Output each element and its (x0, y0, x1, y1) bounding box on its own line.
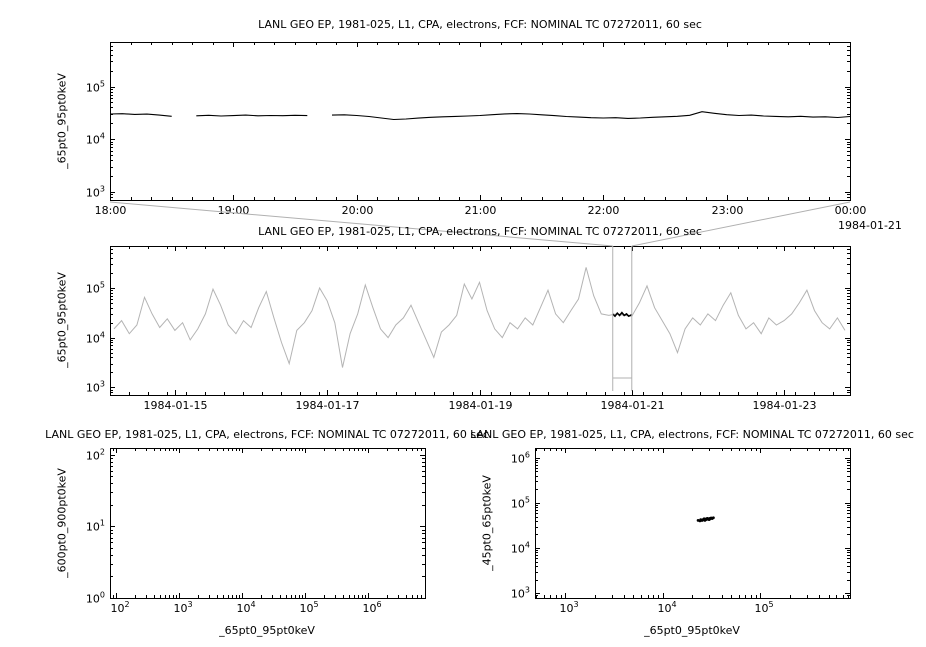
tick-label: 106 (363, 600, 382, 615)
y-axis-label-middle: _65pt0_95pt0keV (55, 272, 69, 368)
plot-frame (110, 42, 851, 201)
x-tick-label: 00:00 (835, 204, 867, 217)
scatter-point (708, 517, 711, 520)
x-tick-label: 1984-01-21 (601, 399, 665, 412)
context-connector-right (631, 201, 851, 247)
tick-label: 100 (86, 591, 105, 606)
scatter-point (696, 519, 700, 522)
y-axis-label-bottom-right: _45pt0_65pt0keV (480, 475, 494, 571)
tick-label: 106 (511, 451, 530, 466)
tick-label: 104 (86, 132, 105, 147)
tick-label: 103 (174, 600, 193, 615)
x-tick-label: 21:00 (465, 204, 497, 217)
plot-frame (110, 246, 851, 396)
series-line (612, 311, 633, 318)
x-axis-date-label: 1984-01-21 (838, 219, 902, 232)
tick-label: 104 (658, 600, 677, 615)
x-tick-label: 20:00 (342, 204, 374, 217)
chart-title-bottom-right: LANL GEO EP, 1981-025, L1, CPA, electron… (470, 428, 914, 441)
tick-label: 103 (511, 586, 530, 601)
tick-label: 102 (86, 448, 105, 463)
series-line (109, 111, 851, 121)
chart-title-bottom-left: LANL GEO EP, 1981-025, L1, CPA, electron… (45, 428, 489, 441)
x-tick-label: 18:00 (95, 204, 127, 217)
y-axis-label-bottom-left: _600pt0_900pt0keV (55, 468, 69, 578)
chart-title-top: LANL GEO EP, 1981-025, L1, CPA, electron… (258, 18, 702, 31)
x-axis-label-bottom-left: _65pt0_95pt0keV (219, 624, 315, 637)
tick-label: 101 (86, 519, 105, 534)
tick-label: 105 (755, 600, 774, 615)
x-tick-label: 1984-01-15 (144, 399, 208, 412)
y-axis-label-top: _65pt0_95pt0keV (55, 73, 69, 169)
context-connector-left (109, 201, 613, 247)
series-line (113, 267, 846, 368)
tick-label: 105 (86, 281, 105, 296)
x-axis-label-bottom-right: _65pt0_95pt0keV (644, 624, 740, 637)
tick-label: 104 (86, 331, 105, 346)
x-tick-label: 22:00 (588, 204, 620, 217)
x-tick-label: 19:00 (218, 204, 250, 217)
tick-label: 105 (300, 600, 319, 615)
x-tick-label: 1984-01-17 (296, 399, 360, 412)
plot-frame (535, 448, 851, 599)
chart-title-middle: LANL GEO EP, 1981-025, L1, CPA, electron… (258, 225, 702, 238)
tick-label: 105 (511, 496, 530, 511)
x-tick-label: 1984-01-19 (449, 399, 513, 412)
tick-label: 103 (560, 600, 579, 615)
plot-frame (110, 448, 426, 599)
tick-label: 105 (86, 80, 105, 95)
x-tick-label: 1984-01-23 (753, 399, 817, 412)
x-tick-label: 23:00 (712, 204, 744, 217)
tick-label: 104 (511, 541, 530, 556)
tick-label: 103 (86, 185, 105, 200)
tick-label: 102 (111, 600, 130, 615)
tick-label: 103 (86, 380, 105, 395)
scatter-point (703, 517, 707, 521)
tick-label: 104 (237, 600, 256, 615)
scatter-point (700, 519, 704, 522)
